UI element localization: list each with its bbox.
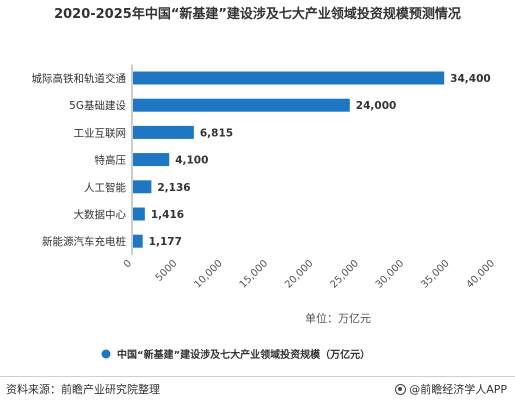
- x-tick-label: 15,000: [238, 258, 271, 291]
- value-label: 6,815: [200, 127, 233, 139]
- category-label: 5G基础建设: [69, 99, 126, 112]
- category-label: 新能源汽车充电桩: [42, 235, 126, 248]
- x-axis-label: 单位：万亿元: [305, 311, 371, 325]
- value-label: 1,177: [149, 236, 182, 248]
- bar-chart: 城际高铁和轨道交通 5G基础建设工业互联网特高压人工智能大数据中心新能源汽车充电桩…: [32, 64, 497, 361]
- brand-label: @前瞻经济学人APP: [409, 383, 507, 396]
- category-label: 大数据中心: [74, 208, 127, 221]
- category-label: 特高压: [95, 154, 127, 167]
- legend: 中国“新基建”建设涉及七大产业领域投资规模（万亿元）: [101, 348, 370, 361]
- bar: [133, 234, 143, 248]
- value-label: 2,136: [157, 182, 190, 194]
- x-tick-label: 35,000: [419, 258, 452, 291]
- bar: [133, 125, 194, 139]
- bar: [133, 98, 350, 112]
- value-label: 34,400: [450, 73, 491, 85]
- value-label: 4,100: [175, 155, 208, 167]
- x-tick-label: 30,000: [374, 258, 407, 291]
- x-tick-label: 40,000: [465, 258, 498, 291]
- chart-title: 2020-2025年中国“新基建”建设涉及七大产业领域投资规模预测情况: [54, 7, 461, 22]
- legend-label: 中国“新基建”建设涉及七大产业领域投资规模（万亿元）: [117, 348, 370, 361]
- x-tick-label: 25,000: [328, 258, 361, 291]
- value-label: 24,000: [356, 100, 397, 112]
- category-label: 人工智能: [84, 181, 126, 194]
- category-label: 城际高铁和轨道交通: [32, 72, 127, 85]
- bar: [133, 153, 170, 167]
- x-tick-labels: 0 5000 10,000 15,000 20,000 25,000 30,000 35,00…: [122, 258, 497, 291]
- bar: [133, 207, 145, 221]
- x-tick-label: 10,000: [192, 258, 225, 291]
- brand-credit: @前瞻经济学人APP: [395, 381, 507, 397]
- legend-marker: [101, 349, 111, 359]
- bar: [133, 180, 152, 194]
- x-tick-label: 20,000: [283, 258, 316, 291]
- category-label: 工业互联网: [74, 127, 127, 139]
- value-label: 1,416: [151, 209, 184, 221]
- brand-logo-icon: [395, 383, 407, 395]
- bars-group: [133, 71, 445, 248]
- x-tick-label: 5000: [154, 258, 180, 284]
- footer-divider: [0, 376, 515, 377]
- value-labels: 34,400 24,000 6,815 4,100 2,136 1,416 1,177: [149, 73, 491, 248]
- source-note: 资料来源：前瞻产业研究院整理: [6, 383, 160, 396]
- x-tick-label: 0: [122, 258, 134, 270]
- bar: [133, 71, 445, 85]
